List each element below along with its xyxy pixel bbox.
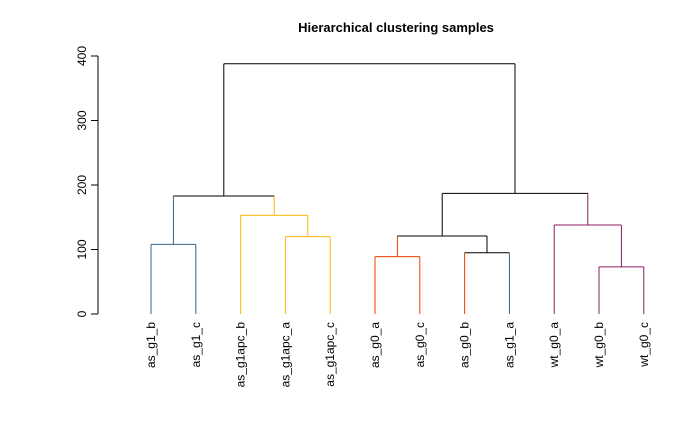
leaf-label: wt_g0_a <box>547 322 561 369</box>
y-axis: 0 100 200 300 400 <box>75 46 99 317</box>
y-tick-label: 300 <box>75 110 89 130</box>
leaf-label: as_g1apc_c <box>323 322 337 387</box>
y-tick-label: 200 <box>75 175 89 195</box>
leaf-label: as_g1_b <box>144 322 158 368</box>
leaf-label: as_g1_c <box>189 322 203 367</box>
y-tick-label: 0 <box>75 310 89 317</box>
y-tick-label: 400 <box>75 46 89 66</box>
leaf-label: as_g0_a <box>368 322 382 368</box>
leaf-label: as_g0_b <box>458 322 472 368</box>
leaf-label: as_g1apc_a <box>278 322 292 388</box>
leaf-label: wt_g0_c <box>637 322 651 368</box>
y-tick-label: 100 <box>75 239 89 259</box>
leaf-label: as_g0_c <box>413 322 427 367</box>
chart-title: Hierarchical clustering samples <box>298 20 494 35</box>
leaf-label: as_g1_a <box>502 322 516 368</box>
dendrogram-branches <box>150 63 645 314</box>
leaf-label: wt_g0_b <box>592 322 606 369</box>
leaf-label: as_g1apc_b <box>234 322 248 388</box>
leaf-labels: as_g1_b as_g1_c as_g1apc_b as_g1apc_a as_g1a… <box>144 322 651 388</box>
